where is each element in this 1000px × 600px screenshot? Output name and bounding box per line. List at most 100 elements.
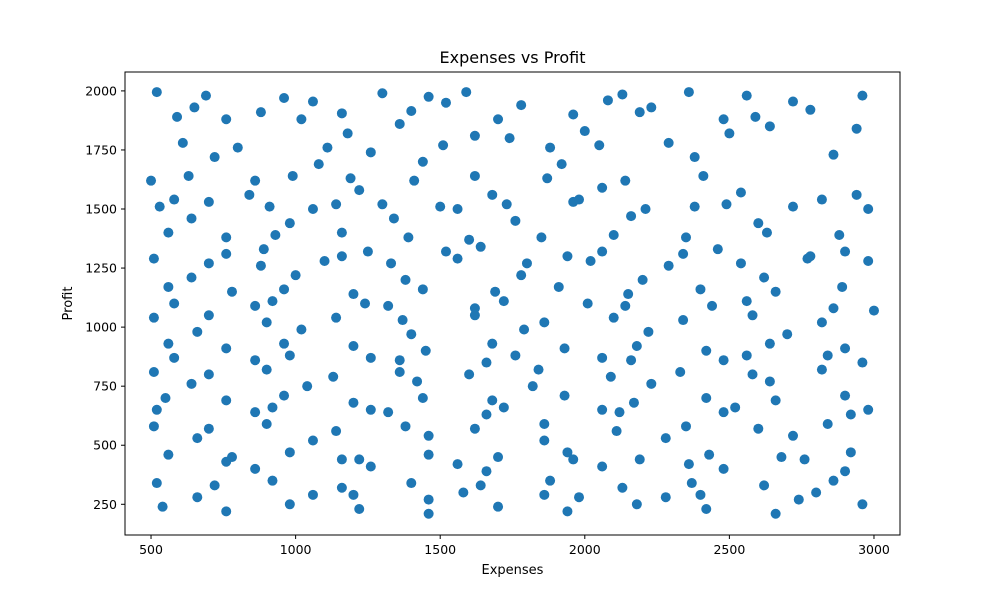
x-axis-label: Expenses xyxy=(482,563,544,578)
plot-frame xyxy=(124,71,901,536)
data-point xyxy=(631,499,642,510)
data-point xyxy=(845,447,856,458)
data-point xyxy=(226,286,237,297)
data-point xyxy=(186,378,197,389)
data-point xyxy=(148,312,159,323)
data-point xyxy=(221,456,232,467)
data-point xyxy=(840,390,851,401)
data-point xyxy=(475,480,486,491)
data-point xyxy=(417,392,428,403)
data-point xyxy=(585,255,596,266)
data-point xyxy=(620,300,631,311)
data-point xyxy=(822,350,833,361)
data-point xyxy=(406,105,417,116)
data-point xyxy=(221,232,232,243)
data-point xyxy=(397,315,408,326)
data-point xyxy=(718,355,729,366)
data-point xyxy=(759,272,770,283)
data-point xyxy=(279,390,290,401)
data-point xyxy=(617,482,628,493)
data-point xyxy=(707,300,718,311)
data-point xyxy=(698,170,709,181)
data-point xyxy=(417,284,428,295)
data-point xyxy=(232,142,243,153)
data-point xyxy=(348,289,359,300)
data-point xyxy=(582,298,593,309)
data-point xyxy=(394,367,405,378)
data-point xyxy=(284,447,295,458)
data-point xyxy=(516,270,527,281)
data-point xyxy=(597,246,608,257)
data-point xyxy=(400,421,411,432)
data-point xyxy=(412,376,423,387)
y-tick-label: 750 xyxy=(93,379,117,394)
data-point xyxy=(267,402,278,413)
data-point xyxy=(331,312,342,323)
data-point xyxy=(157,501,168,512)
data-point xyxy=(597,404,608,415)
data-point xyxy=(307,435,318,446)
y-tick-label: 1250 xyxy=(85,261,117,276)
data-point xyxy=(360,298,371,309)
data-point xyxy=(628,397,639,408)
data-point xyxy=(741,90,752,101)
y-axis-label: Profit xyxy=(61,287,76,321)
data-point xyxy=(328,371,339,382)
data-point xyxy=(521,258,532,269)
data-point xyxy=(788,201,799,212)
data-point xyxy=(177,137,188,148)
data-point xyxy=(574,492,585,503)
data-point xyxy=(504,133,515,144)
data-point xyxy=(172,111,183,122)
data-point xyxy=(695,284,706,295)
data-point xyxy=(712,244,723,255)
data-point xyxy=(192,492,203,503)
data-point xyxy=(377,199,388,210)
data-point xyxy=(469,130,480,141)
data-point xyxy=(822,418,833,429)
data-point xyxy=(279,338,290,349)
data-point xyxy=(221,506,232,517)
data-point xyxy=(203,196,214,207)
data-point xyxy=(724,128,735,139)
data-point xyxy=(383,407,394,418)
data-point xyxy=(816,317,827,328)
data-point xyxy=(704,449,715,460)
data-point xyxy=(608,229,619,240)
data-point xyxy=(759,480,770,491)
data-point xyxy=(533,364,544,375)
data-point xyxy=(545,475,556,486)
data-point xyxy=(770,508,781,519)
data-point xyxy=(553,281,564,292)
data-point xyxy=(336,108,347,119)
data-point xyxy=(660,433,671,444)
chart-title: Expenses vs Profit xyxy=(440,48,586,67)
data-point xyxy=(452,204,463,215)
data-point xyxy=(469,170,480,181)
data-point xyxy=(461,87,472,98)
data-point xyxy=(770,395,781,406)
data-point xyxy=(250,463,261,474)
data-point xyxy=(388,213,399,224)
data-point xyxy=(851,123,862,134)
data-point xyxy=(730,402,741,413)
data-point xyxy=(417,156,428,167)
data-point xyxy=(186,272,197,283)
data-point xyxy=(183,170,194,181)
data-point xyxy=(279,284,290,295)
data-point xyxy=(701,345,712,356)
data-point xyxy=(148,421,159,432)
data-point xyxy=(805,251,816,262)
data-point xyxy=(620,175,631,186)
data-point xyxy=(695,489,706,500)
data-point xyxy=(602,95,613,106)
data-point xyxy=(735,258,746,269)
data-point xyxy=(863,255,874,266)
data-point xyxy=(747,369,758,380)
data-point xyxy=(163,281,174,292)
data-point xyxy=(169,194,180,205)
data-point xyxy=(307,96,318,107)
data-point xyxy=(840,343,851,354)
data-point xyxy=(626,355,637,366)
